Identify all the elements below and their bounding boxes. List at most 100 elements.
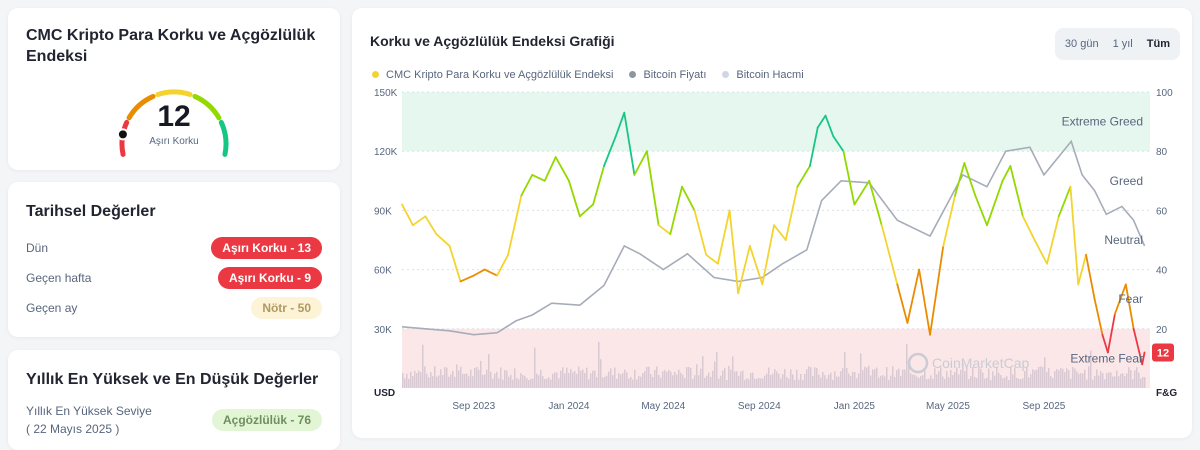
volume-bar	[842, 368, 844, 388]
range-1y-button[interactable]: 1 yıl	[1112, 38, 1133, 50]
volume-bar	[860, 353, 862, 388]
zone-band	[402, 92, 1150, 152]
volume-bar	[424, 366, 426, 388]
volume-bar	[536, 373, 538, 388]
fear-greed-line-segment	[796, 165, 811, 188]
fear-greed-line-segment	[918, 268, 931, 336]
volume-bar	[644, 371, 646, 388]
volume-bar	[636, 379, 638, 388]
volume-bar	[694, 375, 696, 388]
volume-bar	[478, 369, 480, 388]
range-all-button[interactable]: Tüm	[1146, 38, 1170, 50]
y-right-label: F&G	[1156, 388, 1177, 399]
fear-greed-line-segment	[401, 203, 414, 227]
x-tick: Sep 2025	[1023, 401, 1066, 412]
volume-bar	[404, 378, 406, 388]
gauge-segment	[192, 93, 222, 121]
volume-bar	[632, 379, 634, 388]
historical-title: Tarihsel Değerler	[26, 203, 156, 220]
volume-bar	[940, 367, 942, 388]
volume-bar	[640, 376, 642, 388]
fear-greed-line-segment	[1009, 165, 1024, 218]
volume-bar	[604, 376, 606, 388]
gauge-value: 12	[157, 100, 191, 133]
fear-greed-line-segment	[693, 209, 708, 256]
volume-bar	[1092, 379, 1094, 388]
volume-bar	[1018, 378, 1020, 388]
volume-bar	[462, 373, 464, 388]
volume-bar	[698, 375, 700, 388]
volume-bar	[708, 372, 710, 388]
volume-bar	[1120, 373, 1122, 388]
volume-bar	[1036, 369, 1038, 388]
gauge-label: Aşırı Korku	[149, 136, 199, 147]
fear-greed-line-segment	[623, 111, 636, 176]
volume-bar	[792, 374, 794, 388]
volume-bar	[790, 369, 792, 388]
volume-bar	[660, 377, 662, 388]
volume-bar	[1024, 371, 1026, 388]
fear-greed-line-segment	[1101, 333, 1109, 354]
volume-bar	[406, 373, 408, 388]
y-left-label: USD	[374, 388, 395, 399]
fear-greed-line-segment	[483, 268, 499, 277]
volume-bar	[910, 373, 912, 388]
volume-bar	[654, 369, 656, 388]
volume-bar	[534, 347, 536, 388]
fear-greed-line-segment	[496, 253, 509, 277]
volume-bar	[1126, 373, 1128, 388]
volume-bar	[712, 370, 714, 388]
volume-bar	[834, 371, 836, 388]
volume-bar	[1008, 379, 1010, 388]
volume-bar	[1084, 369, 1086, 388]
volume-bar	[528, 379, 530, 388]
volume-bar	[984, 378, 986, 388]
fear-greed-chart[interactable]: 30K 60K 90K 120K 150K 20 40 60 80 100 USD F&G Sep 20…	[352, 8, 1192, 428]
volume-bar	[410, 371, 412, 388]
volume-bar	[710, 376, 712, 388]
fear-greed-line-segment	[773, 224, 787, 241]
volume-bar	[1094, 375, 1096, 388]
gauge-segment	[155, 89, 193, 98]
volume-bar	[408, 378, 410, 388]
volume-bar	[914, 374, 916, 388]
volume-bar	[1102, 373, 1104, 388]
volume-bar	[460, 366, 462, 388]
volume-bar	[470, 369, 472, 388]
volume-bar	[812, 375, 814, 388]
volume-bar	[912, 374, 914, 388]
volume-bar	[916, 376, 918, 388]
fear-greed-line-segment	[1106, 313, 1116, 354]
fear-greed-line-segment	[1141, 351, 1146, 366]
fear-greed-line-segment	[963, 162, 977, 197]
fear-greed-line-segment	[459, 274, 475, 283]
volume-bar	[628, 378, 630, 388]
volume-bar	[958, 374, 960, 388]
volume-bar	[888, 379, 890, 388]
volume-bar	[1066, 368, 1068, 388]
volume-bar	[736, 371, 738, 388]
volume-bar	[1098, 375, 1100, 388]
volume-bar	[880, 375, 882, 388]
volume-bar	[614, 367, 616, 388]
volume-bar	[630, 376, 632, 388]
volume-bar	[1058, 370, 1060, 388]
volume-bar	[1012, 374, 1014, 388]
fear-greed-line-segment	[1132, 327, 1144, 366]
legend-volume[interactable]: Bitcoin Hacmi	[722, 69, 804, 81]
fear-greed-line-segment	[578, 203, 594, 218]
volume-bar	[992, 371, 994, 388]
volume-bar	[822, 371, 824, 388]
volume-bar	[980, 368, 982, 388]
volume-bar	[490, 371, 492, 388]
volume-bar	[850, 375, 852, 388]
y-right-tick: 80	[1156, 147, 1168, 158]
legend-price[interactable]: Bitcoin Fiyatı	[629, 69, 706, 81]
volume-bar	[1002, 378, 1004, 388]
volume-bar	[876, 367, 878, 388]
yearly-high-badge: Açgözlülük - 76	[211, 409, 322, 431]
volume-bar	[444, 367, 446, 388]
legend-fg[interactable]: CMC Kripto Para Korku ve Açgözlülük Ende…	[372, 69, 613, 81]
fear-greed-line-segment	[716, 209, 731, 265]
range-30d-button[interactable]: 30 gün	[1064, 38, 1099, 50]
